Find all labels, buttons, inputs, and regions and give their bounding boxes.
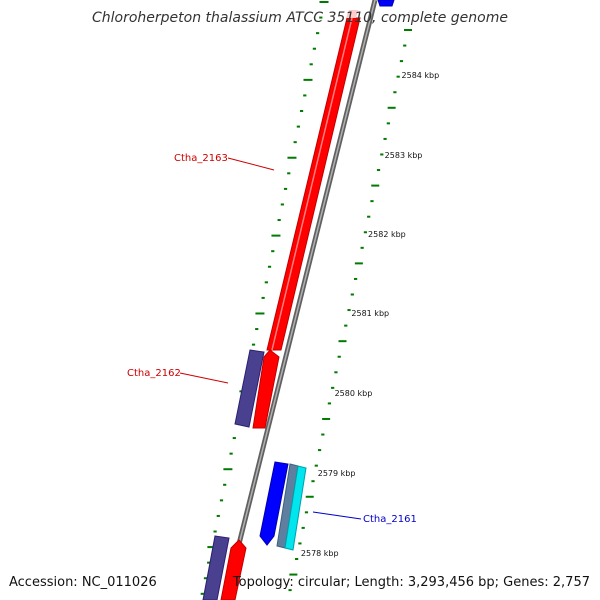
- ruler-label: 2579 kbp: [318, 469, 356, 478]
- inner-tick-track: [288, 29, 412, 592]
- gene-label-text: Ctha_2162: [127, 368, 181, 379]
- gene-reverse-top[interactable]: [377, 0, 395, 7]
- gene-label-ctha-2163[interactable]: Ctha_2163: [174, 153, 275, 171]
- ruler-label: 2581 kbp: [351, 309, 389, 318]
- gene-label-ctha-2161[interactable]: Ctha_2161: [312, 511, 417, 525]
- leader-line: [179, 372, 229, 384]
- map-title: Chloroherpeton thalassium ATCC 35110, co…: [92, 10, 508, 26]
- ruler-labels: 2584 kbp 2583 kbp 2582 kbp 2581 kbp 2580 kbp…: [301, 71, 439, 558]
- ruler-label: 2580 kbp: [335, 389, 373, 398]
- gene-ctha-2161[interactable]: [276, 463, 307, 551]
- outer-tick-track: [200, 1, 329, 595]
- ruler-label: 2584 kbp: [402, 71, 440, 80]
- ruler-label: 2583 kbp: [385, 151, 423, 160]
- gene-forward-bottom[interactable]: [220, 539, 247, 600]
- gene-label-text: Ctha_2163: [174, 153, 228, 164]
- gene-ctha-2163[interactable]: [266, 10, 361, 351]
- gene-shine: [271, 17, 353, 351]
- ruler-label: 2582 kbp: [368, 230, 406, 239]
- gene-label-ctha-2162[interactable]: Ctha_2162: [127, 368, 229, 384]
- gene-ctha-2162[interactable]: [252, 349, 280, 429]
- genome-backbone-highlight: [224, 0, 376, 600]
- gene-continuation-fade: [346, 10, 358, 18]
- genome-summary-text: Topology: circular; Length: 3,293,456 bp…: [232, 575, 590, 590]
- leader-line: [227, 157, 275, 171]
- gene-label-text: Ctha_2161: [363, 514, 417, 525]
- gene-reverse-mid[interactable]: [259, 461, 289, 546]
- accession-text: Accession: NC_011026: [9, 575, 157, 590]
- leader-line: [312, 511, 362, 520]
- ruler-label: 2578 kbp: [301, 549, 339, 558]
- gene-rna-lower[interactable]: [202, 535, 230, 600]
- gene-rna-upper[interactable]: [234, 349, 265, 428]
